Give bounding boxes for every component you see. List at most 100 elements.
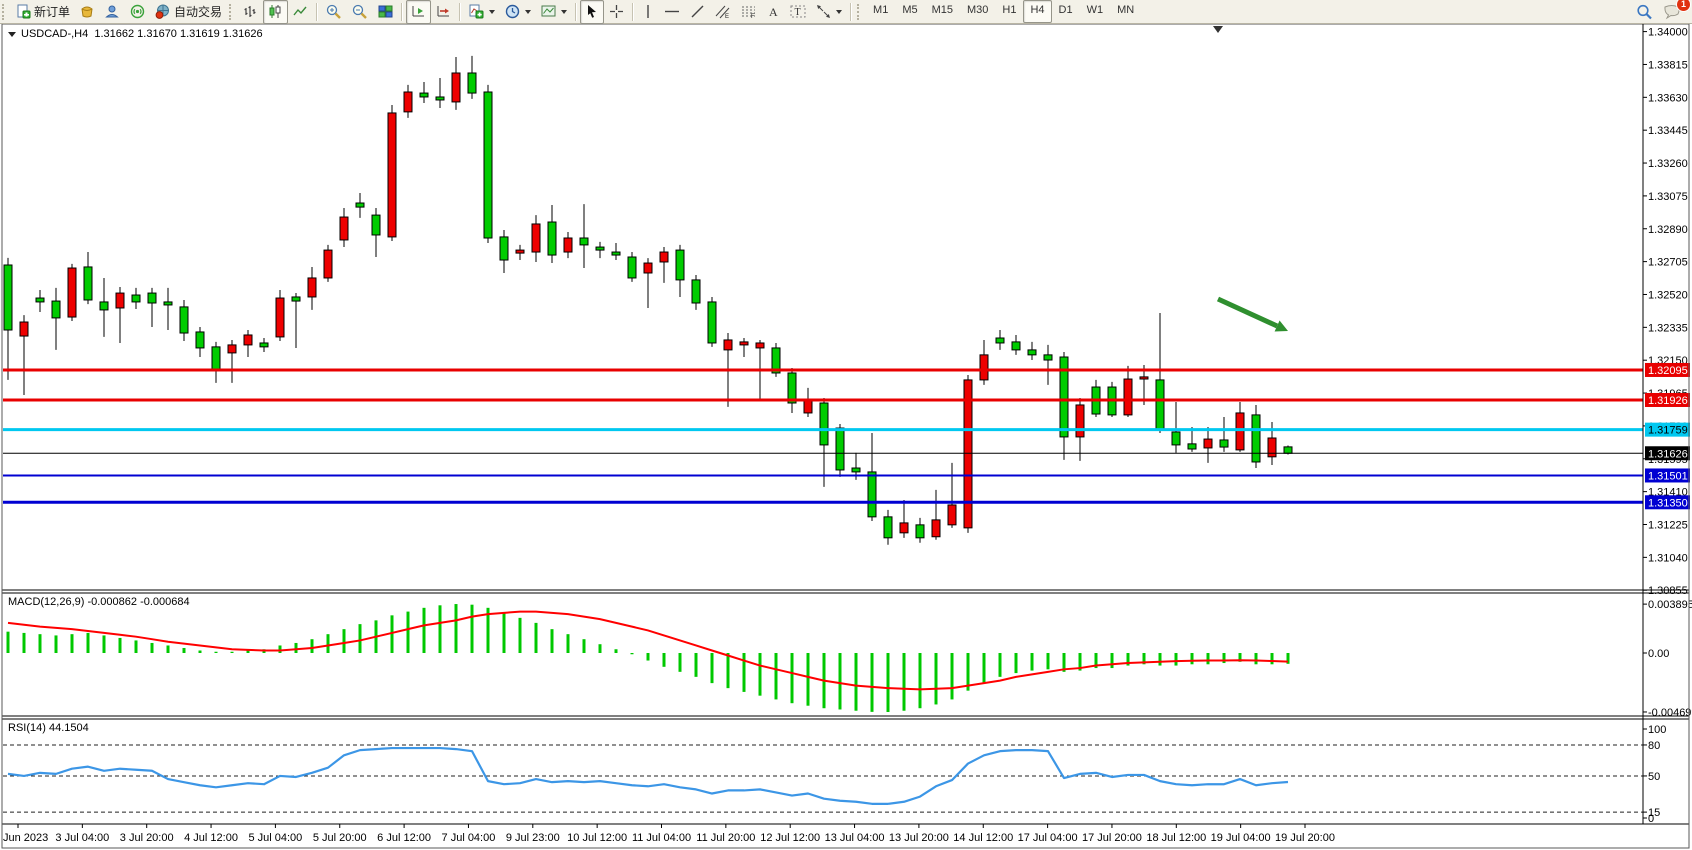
time-axis-label: 13 Jul 04:00 xyxy=(824,832,885,844)
candle-body xyxy=(691,279,701,304)
crosshair-button[interactable] xyxy=(604,0,629,24)
macd-axis-label: 0.00 xyxy=(1648,648,1669,660)
price-axis-label: 1.32705 xyxy=(1648,257,1688,269)
macd-histogram-bar xyxy=(1046,653,1050,670)
candle-body xyxy=(291,296,301,302)
time-axis-label: 11 Jul 04:00 xyxy=(631,832,692,844)
equidistant-channel-button[interactable]: E xyxy=(710,0,736,24)
periods-caret-icon xyxy=(525,9,532,14)
macd-indicator-label: MACD(12,26,9) -0.000862 -0.000684 xyxy=(8,596,190,608)
macd-histogram-bar xyxy=(854,653,858,711)
candle-body xyxy=(771,347,781,374)
bar-chart-button[interactable] xyxy=(238,0,263,24)
candle-body xyxy=(899,522,909,534)
text-icon: A xyxy=(767,4,780,19)
auto-trade-button[interactable]: 自动交易 xyxy=(150,0,227,24)
macd-histogram-bar xyxy=(438,605,442,653)
timeframe-mn[interactable]: MN xyxy=(1117,4,1135,16)
toolbar-grip[interactable] xyxy=(2,3,9,20)
timeframe-m15[interactable]: M15 xyxy=(931,4,953,16)
timeframe-w1[interactable]: W1 xyxy=(1086,4,1104,16)
candle-body xyxy=(1139,376,1149,380)
trendline-button[interactable] xyxy=(685,0,710,24)
timeframe-d1[interactable]: D1 xyxy=(1058,4,1073,16)
price-badge xyxy=(1645,422,1690,437)
chat-icon xyxy=(1663,4,1681,20)
new-order-label: 新订单 xyxy=(34,5,71,19)
search-button[interactable] xyxy=(1631,0,1658,24)
macd-histogram-bar xyxy=(742,653,746,692)
arrows-tool-button[interactable] xyxy=(811,0,847,24)
time-axis[interactable]: 30 Jun 2023 3 Jul 04:00 3 Jul 20:00 4 Jul 1… xyxy=(0,832,1692,848)
time-axis-label: 5 Jul 20:00 xyxy=(312,832,367,844)
scroll-group xyxy=(406,0,456,24)
candle-body xyxy=(403,91,413,113)
crosshair-icon xyxy=(609,4,624,19)
macd-axis-label: -0.004699 xyxy=(1648,707,1692,719)
cursor-icon xyxy=(585,4,599,19)
timeframe-h1[interactable]: H1 xyxy=(1002,4,1017,16)
candle-body xyxy=(931,519,941,538)
time-axis-label: 19 Jul 04:00 xyxy=(1210,832,1271,844)
wallet-button[interactable] xyxy=(75,0,100,24)
text-label-button[interactable]: T xyxy=(785,0,811,24)
templates-button[interactable] xyxy=(536,0,572,24)
macd-histogram-bar xyxy=(182,647,186,653)
price-badge xyxy=(1645,495,1690,510)
candle-body xyxy=(531,223,541,253)
indicators-button[interactable] xyxy=(464,0,500,24)
cursor-button[interactable] xyxy=(580,0,605,24)
price-axis-label: 1.33630 xyxy=(1648,92,1688,104)
time-axis-label: 19 Jul 20:00 xyxy=(1275,832,1335,844)
candlestick-chart-button[interactable] xyxy=(263,0,289,24)
price-axis-label: 1.33075 xyxy=(1648,191,1688,203)
horizontal-line-button[interactable] xyxy=(659,0,685,24)
candle-body xyxy=(131,294,141,303)
macd-histogram-bar xyxy=(774,653,778,700)
chat-button[interactable]: 1 xyxy=(1658,0,1691,24)
timeframe-m1[interactable]: M1 xyxy=(873,4,889,16)
toolbar-grip[interactable] xyxy=(857,3,864,20)
new-order-button[interactable]: 新订单 xyxy=(11,0,75,24)
signal-button[interactable] xyxy=(125,0,150,24)
macd-histogram-bar xyxy=(118,637,122,653)
toolbar-grip[interactable] xyxy=(229,3,236,20)
trade-group: 新订单 自动交易 xyxy=(11,0,227,23)
candle-body xyxy=(803,399,813,414)
candle-body xyxy=(211,346,221,371)
price-axis-label: 1.31225 xyxy=(1648,519,1688,531)
text-label-icon: T xyxy=(790,4,806,19)
candle-body xyxy=(611,251,621,256)
text-button[interactable]: A xyxy=(762,0,785,24)
arrows-tool-icon xyxy=(816,4,831,19)
line-chart-button[interactable] xyxy=(288,0,313,24)
timeframe-h4[interactable]: H4 xyxy=(1023,0,1052,23)
zoom-out-button[interactable] xyxy=(347,0,373,24)
profile-button[interactable] xyxy=(100,0,125,24)
timeframe-m30[interactable]: M30 xyxy=(967,4,989,16)
candle-body xyxy=(163,301,173,306)
periods-button[interactable] xyxy=(500,0,536,24)
candle-body xyxy=(995,337,1005,344)
vertical-line-button[interactable] xyxy=(637,0,659,24)
price-axis-label: 1.30855 xyxy=(1648,585,1688,597)
fibonacci-button[interactable]: F xyxy=(736,0,762,24)
macd-histogram-bar xyxy=(678,653,682,672)
candle-body xyxy=(1251,414,1261,463)
candle-body xyxy=(787,372,797,404)
macd-histogram-bar xyxy=(1174,653,1178,666)
tile-windows-button[interactable] xyxy=(373,0,398,24)
macd-histogram-bar xyxy=(406,611,410,653)
timeframe-m5[interactable]: M5 xyxy=(902,4,918,16)
candle-body xyxy=(627,256,637,279)
symbol-selector[interactable]: USDCAD-,H4 1.31662 1.31670 1.31619 1.316… xyxy=(8,28,263,40)
zoom-in-button[interactable] xyxy=(321,0,347,24)
chart-shift-button[interactable] xyxy=(431,0,456,24)
macd-axis-label: 0.003895 xyxy=(1648,599,1692,611)
time-axis-label: 11 Jul 20:00 xyxy=(696,832,756,844)
line-chart-icon xyxy=(293,4,308,19)
auto-scroll-button[interactable] xyxy=(406,0,432,24)
objects-group xyxy=(464,0,572,23)
macd-histogram-bar xyxy=(486,607,490,653)
